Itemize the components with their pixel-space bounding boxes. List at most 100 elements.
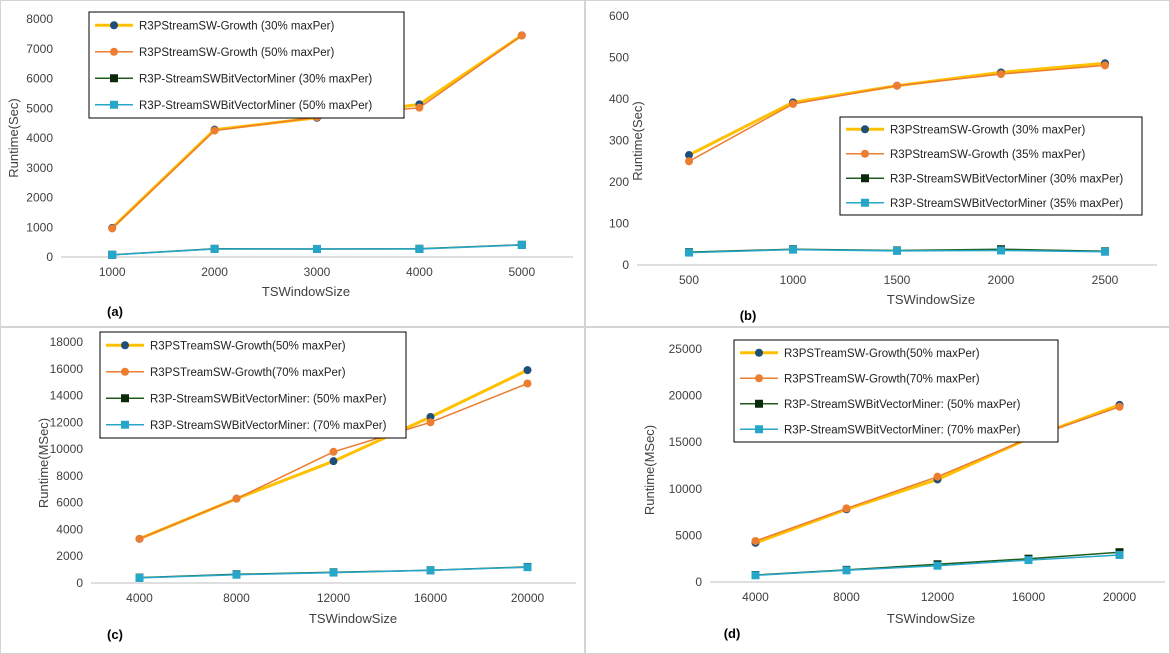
y-tick-label: 100 [609,217,629,231]
data-point [329,568,338,577]
legend-label: R3P-StreamSWBitVectorMiner (30% maxPer) [139,73,372,85]
y-tick-label: 400 [609,92,629,106]
y-tick-label: 8000 [56,469,83,483]
y-tick-label: 10000 [50,442,84,456]
data-point [210,126,219,135]
x-tick-label: 4000 [406,265,433,279]
x-tick-label: 1000 [99,265,126,279]
panel-label: (b) [740,308,757,323]
x-tick-label: 2000 [988,273,1015,287]
data-point [997,70,1005,79]
y-tick-label: 0 [46,250,53,264]
data-point [108,224,117,233]
data-point [426,566,435,575]
x-tick-label: 3000 [304,265,331,279]
legend-swatch-marker [121,341,129,350]
legend-swatch-marker [110,100,118,109]
chart-panel-c: 0 2000 4000 6000 8000 10000 12000 14000 16000 180… [0,327,585,654]
data-point [313,244,321,253]
legend-swatch-marker [861,198,869,207]
data-point [135,573,144,582]
legend-swatch-marker [861,125,869,134]
x-tick-label: 4000 [742,590,769,604]
legend-box [88,11,405,119]
y-tick-label: 10000 [669,482,703,496]
chart-panel-a: 0 1000 2000 3000 4000 5000 6000 7000 8000 1000 200… [0,0,585,327]
legend-swatch-marker [755,399,763,408]
x-tick-label: 8000 [223,591,250,605]
y-tick-label: 600 [609,9,629,23]
data-point [1115,550,1124,559]
legend-label: R3PStreamSW-Growth (30% maxPer) [890,124,1086,136]
y-tick-label: 4000 [56,522,83,536]
data-point [415,244,424,253]
panel-label: (a) [107,304,123,319]
y-axis-title: Runtime(Sec) [6,98,21,177]
y-tick-label: 3000 [26,161,53,175]
chart-c-svg: 0 2000 4000 6000 8000 10000 12000 14000 16000 180… [36,331,576,642]
legend-label: R3P-StreamSWBitVectorMiner (35% maxPer) [890,198,1123,210]
data-point [685,157,693,166]
data-point [842,504,851,513]
legend-swatch-marker [755,425,763,434]
y-tick-label: 8000 [26,12,53,26]
chart-panel-d: 0 5000 10000 15000 20000 25000 4000 8000 12000 16… [585,327,1170,654]
legend-swatch-marker [121,394,129,403]
y-tick-label: 16000 [50,362,84,376]
legend-swatch-marker [110,47,118,56]
y-tick-label: 20000 [669,389,703,403]
x-axis-title: TSWindowSize [887,292,975,307]
legend-swatch-marker [755,348,763,357]
legend-swatch-marker [861,149,869,158]
x-tick-label: 4000 [126,591,153,605]
data-point [751,571,760,580]
chart-d-svg: 0 5000 10000 15000 20000 25000 4000 8000 12000 16… [642,339,1165,641]
legend-swatch-marker [110,21,118,30]
data-point [1024,556,1033,565]
x-tick-label: 20000 [511,591,545,605]
data-point [232,494,241,503]
legend-swatch-marker [110,74,118,83]
chart-b-svg: 0 100 200 300 400 500 600 500 1000 1500 2000 2500 TS… [609,9,1157,323]
legend-label: R3P-StreamSWBitVectorMiner: (50% maxPer) [150,393,387,405]
legend-swatch-marker [121,420,129,429]
x-tick-label: 16000 [1012,590,1046,604]
x-tick-label: 8000 [833,590,860,604]
legend-label: R3PSTreamSW-Growth(70% maxPer) [150,367,346,379]
x-axis-title: TSWindowSize [887,611,975,626]
data-point [1101,61,1109,70]
legend-label: R3PStreamSW-Growth (50% maxPer) [139,47,335,59]
x-tick-label: 20000 [1103,590,1137,604]
legend-label: R3P-StreamSWBitVectorMiner: (70% maxPer) [150,420,387,432]
data-point [415,103,424,112]
data-point [685,151,693,160]
panel-label: (d) [724,626,741,641]
legend-label: R3P-StreamSWBitVectorMiner: (70% maxPer) [784,424,1021,436]
x-tick-label: 1500 [884,273,911,287]
y-tick-label: 14000 [50,389,84,403]
data-point [232,570,241,579]
legend-label: R3P-StreamSWBitVectorMiner: (50% maxPer) [784,399,1021,411]
data-point [893,246,901,255]
chart-panel-b: 0 100 200 300 400 500 600 500 1000 1500 2000 2500 TS… [585,0,1170,327]
y-tick-label: 18000 [50,335,84,349]
x-tick-label: 12000 [921,590,955,604]
data-point [523,563,532,572]
data-point [842,566,851,575]
data-point [329,447,338,456]
data-point [1101,247,1109,256]
y-tick-label: 4000 [26,131,53,145]
legend-label: R3PSTreamSW-Growth(50% maxPer) [150,340,346,352]
data-point [517,31,526,40]
y-tick-label: 2000 [56,549,83,563]
panel-label: (c) [107,627,123,642]
y-tick-label: 5000 [675,528,702,542]
x-tick-label: 2000 [201,265,228,279]
y-tick-label: 5000 [26,101,53,115]
y-axis-title: Runtime(MSec) [642,425,657,515]
x-tick-label: 5000 [508,265,535,279]
y-tick-label: 2000 [26,191,53,205]
y-tick-label: 300 [609,134,629,148]
data-point [1115,402,1124,411]
